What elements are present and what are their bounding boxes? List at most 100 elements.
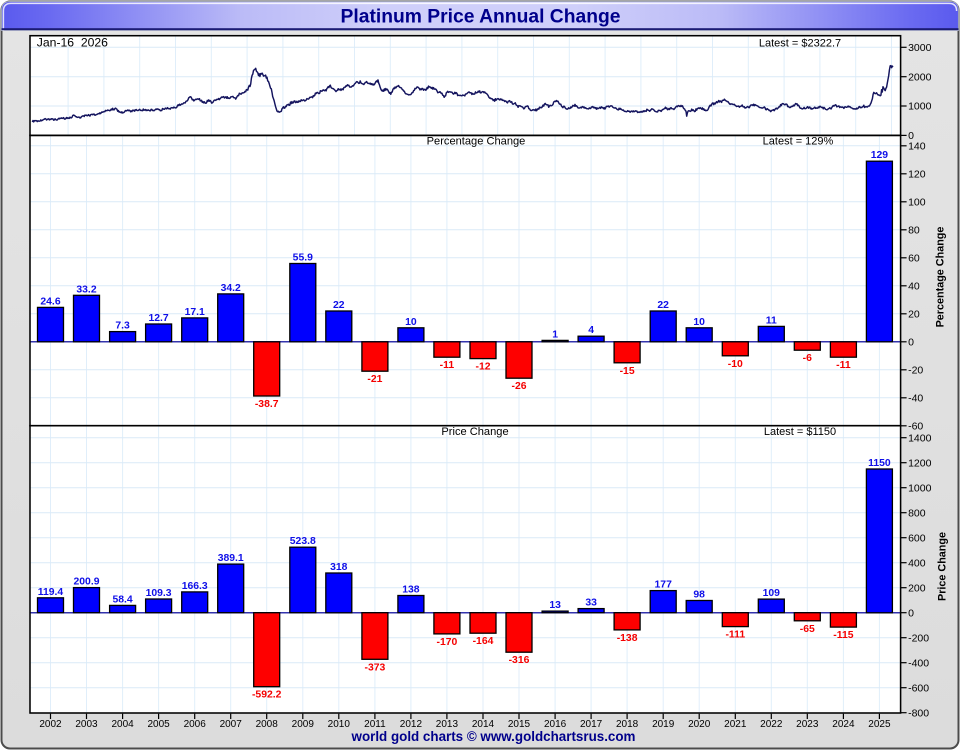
svg-text:-12: -12: [475, 362, 490, 373]
svg-text:109: 109: [763, 588, 781, 599]
svg-text:-40: -40: [908, 393, 923, 405]
svg-text:-10: -10: [728, 359, 743, 370]
svg-text:2008: 2008: [256, 719, 279, 730]
svg-text:-65: -65: [800, 624, 815, 635]
svg-text:-373: -373: [365, 662, 386, 673]
svg-text:2025: 2025: [868, 719, 891, 730]
svg-text:2005: 2005: [147, 719, 170, 730]
svg-text:-316: -316: [509, 655, 530, 666]
svg-text:2009: 2009: [292, 719, 315, 730]
svg-text:20: 20: [908, 309, 920, 321]
svg-text:-6: -6: [803, 353, 812, 364]
svg-text:Percentage Change: Percentage Change: [935, 227, 947, 328]
svg-text:Percentage Change: Percentage Change: [427, 136, 526, 148]
svg-text:-138: -138: [617, 633, 638, 644]
svg-text:24.6: 24.6: [40, 296, 60, 307]
svg-text:400: 400: [908, 557, 926, 569]
svg-text:200: 200: [908, 582, 926, 594]
svg-text:1400: 1400: [908, 432, 932, 444]
svg-text:2015: 2015: [508, 719, 531, 730]
svg-text:-111: -111: [725, 630, 745, 641]
svg-text:200.9: 200.9: [73, 577, 99, 588]
svg-text:1150: 1150: [868, 458, 891, 469]
svg-text:17.1: 17.1: [185, 307, 205, 318]
svg-text:2022: 2022: [760, 719, 783, 730]
svg-text:600: 600: [908, 532, 926, 544]
svg-text:-115: -115: [833, 630, 853, 641]
svg-text:7.3: 7.3: [115, 321, 130, 332]
svg-text:2014: 2014: [472, 719, 495, 730]
svg-text:100: 100: [908, 197, 926, 209]
svg-text:2003: 2003: [75, 719, 98, 730]
svg-text:world gold charts © www.goldch: world gold charts © www.goldchartsrus.co…: [351, 729, 636, 744]
svg-text:2020: 2020: [688, 719, 711, 730]
svg-text:2000: 2000: [908, 71, 932, 83]
svg-text:1200: 1200: [908, 457, 932, 469]
svg-text:2019: 2019: [652, 719, 675, 730]
svg-text:120: 120: [908, 169, 926, 181]
svg-text:2007: 2007: [220, 719, 243, 730]
svg-text:60: 60: [908, 253, 920, 265]
svg-text:140: 140: [908, 141, 926, 153]
svg-text:80: 80: [908, 225, 920, 237]
svg-text:33: 33: [585, 598, 597, 609]
svg-text:98: 98: [693, 590, 705, 601]
svg-text:2012: 2012: [400, 719, 423, 730]
svg-text:389.1: 389.1: [218, 553, 244, 564]
svg-text:0: 0: [908, 607, 914, 619]
svg-text:129: 129: [871, 150, 889, 161]
svg-text:Latest = 129%: Latest = 129%: [763, 136, 834, 148]
svg-text:Price Change: Price Change: [937, 532, 949, 601]
svg-text:34.2: 34.2: [221, 283, 241, 294]
svg-text:2018: 2018: [616, 719, 639, 730]
svg-text:58.4: 58.4: [112, 594, 132, 605]
svg-text:2024: 2024: [832, 719, 855, 730]
svg-text:2011: 2011: [364, 719, 386, 730]
svg-text:33.2: 33.2: [76, 284, 96, 295]
svg-text:2010: 2010: [328, 719, 351, 730]
svg-text:-164: -164: [473, 636, 494, 647]
svg-text:Price Change: Price Change: [441, 426, 508, 438]
svg-text:2013: 2013: [436, 719, 459, 730]
svg-text:40: 40: [908, 281, 920, 293]
svg-text:12.7: 12.7: [148, 313, 168, 324]
svg-text:55.9: 55.9: [293, 253, 313, 264]
svg-text:166.3: 166.3: [182, 581, 208, 592]
svg-text:1: 1: [552, 329, 558, 340]
svg-text:-400: -400: [908, 657, 929, 669]
svg-text:-170: -170: [437, 637, 458, 648]
svg-text:-592.2: -592.2: [252, 690, 282, 701]
svg-text:-600: -600: [908, 682, 929, 694]
svg-text:-11: -11: [836, 360, 851, 371]
svg-text:10: 10: [693, 317, 705, 328]
svg-text:4: 4: [588, 325, 594, 336]
svg-text:Latest = $2322.7: Latest = $2322.7: [759, 38, 841, 50]
svg-text:0: 0: [908, 130, 914, 142]
svg-text:800: 800: [908, 507, 926, 519]
svg-text:2006: 2006: [184, 719, 207, 730]
svg-text:-26: -26: [511, 381, 526, 392]
svg-text:523.8: 523.8: [290, 536, 316, 547]
svg-text:2002: 2002: [39, 719, 62, 730]
svg-text:10: 10: [405, 317, 417, 328]
svg-text:-38.7: -38.7: [255, 399, 279, 410]
svg-text:Latest = $1150: Latest = $1150: [764, 426, 836, 438]
svg-text:177: 177: [655, 580, 673, 591]
svg-text:138: 138: [402, 585, 420, 596]
svg-text:-20: -20: [908, 365, 923, 377]
svg-text:318: 318: [330, 562, 348, 573]
svg-text:109.3: 109.3: [146, 588, 172, 599]
svg-text:2021: 2021: [724, 719, 747, 730]
svg-text:3000: 3000: [908, 42, 932, 54]
svg-text:-11: -11: [440, 360, 455, 371]
svg-text:2023: 2023: [796, 719, 819, 730]
svg-text:13: 13: [549, 600, 561, 611]
svg-text:-15: -15: [620, 366, 635, 377]
svg-text:Jan-16 2026: Jan-16 2026: [37, 35, 108, 49]
svg-text:1000: 1000: [908, 482, 932, 494]
svg-text:0: 0: [908, 337, 914, 349]
svg-text:2017: 2017: [580, 719, 603, 730]
svg-text:-200: -200: [908, 632, 929, 644]
svg-text:Platinum Price Annual Change: Platinum Price Annual Change: [341, 6, 621, 27]
svg-text:-800: -800: [908, 707, 929, 719]
